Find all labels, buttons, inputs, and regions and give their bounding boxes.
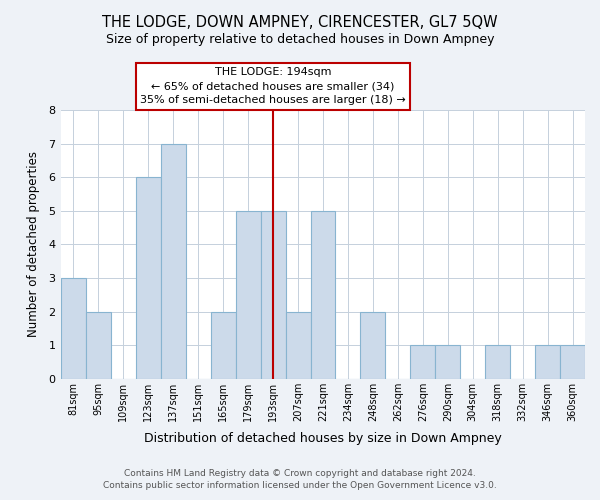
Y-axis label: Number of detached properties: Number of detached properties	[27, 152, 40, 338]
Bar	[136, 178, 161, 378]
Bar	[286, 312, 311, 378]
Text: THE LODGE, DOWN AMPNEY, CIRENCESTER, GL7 5QW: THE LODGE, DOWN AMPNEY, CIRENCESTER, GL7…	[102, 15, 498, 30]
Bar	[161, 144, 186, 378]
Text: Contains HM Land Registry data © Crown copyright and database right 2024.
Contai: Contains HM Land Registry data © Crown c…	[103, 468, 497, 490]
Bar	[211, 312, 236, 378]
Bar	[236, 211, 260, 378]
X-axis label: Distribution of detached houses by size in Down Ampney: Distribution of detached houses by size …	[144, 432, 502, 445]
Bar	[311, 211, 335, 378]
Bar	[435, 345, 460, 378]
Text: Size of property relative to detached houses in Down Ampney: Size of property relative to detached ho…	[106, 32, 494, 46]
Bar	[535, 345, 560, 378]
Bar	[260, 211, 286, 378]
Bar	[61, 278, 86, 378]
Bar	[361, 312, 385, 378]
Bar	[560, 345, 585, 378]
Bar	[410, 345, 435, 378]
Text: THE LODGE: 194sqm
← 65% of detached houses are smaller (34)
35% of semi-detached: THE LODGE: 194sqm ← 65% of detached hous…	[140, 67, 406, 105]
Bar	[86, 312, 111, 378]
Bar	[485, 345, 510, 378]
